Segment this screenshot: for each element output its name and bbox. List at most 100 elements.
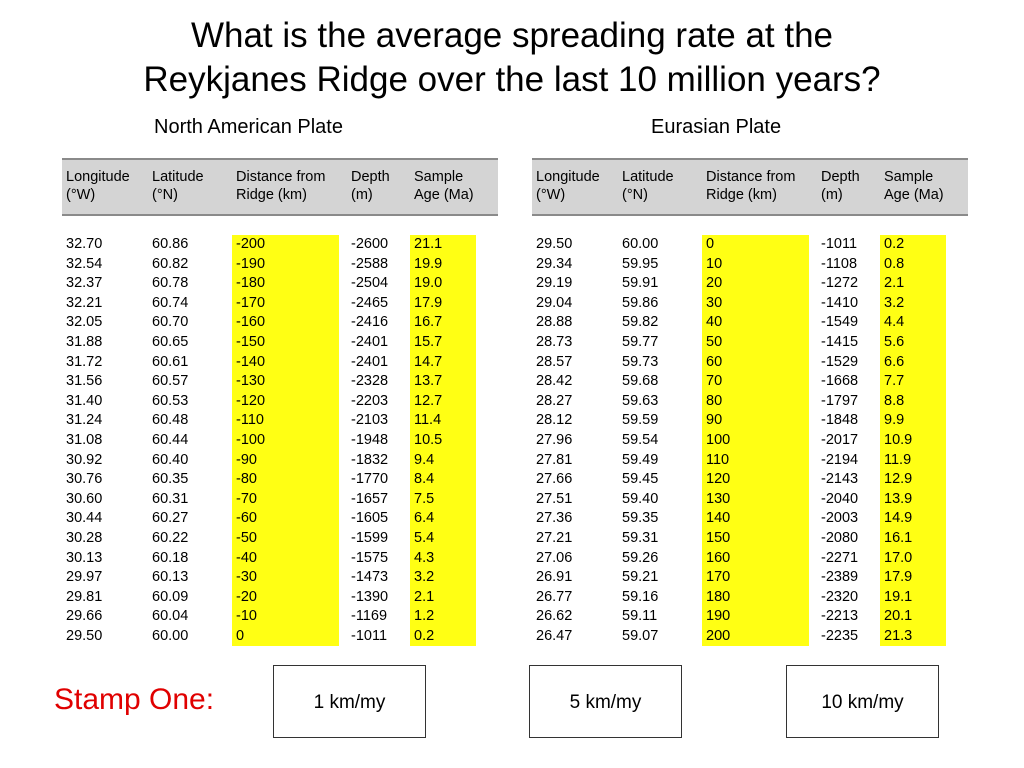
table-cell-depth: -1011: [821, 236, 858, 252]
table-cell-latitude: 60.31: [152, 490, 189, 507]
table-cell-depth: -1272: [821, 275, 859, 292]
column-cells-distance: -200 -190 -180 -170 -160 -150 -140 -130 -120 -110…: [232, 235, 339, 647]
table-cell-latitude: 59.54: [622, 431, 659, 448]
table-cell-age: 7.7: [884, 373, 905, 390]
table-cell-latitude: 59.45: [622, 471, 659, 488]
table-cell-age: 4.4: [884, 314, 905, 331]
stamp-option-10-km-per-my[interactable]: 10 km/my: [786, 665, 939, 738]
column-header-latitude: Latitude (°N): [622, 168, 674, 204]
table-cell-longitude: 28.42: [536, 373, 573, 390]
column-cells-depth: -1011 -1108 -1272 -1410 -1549 -1415 -1529 -1668…: [817, 235, 872, 646]
eurasian-plate-table: Longitude (°W) 29.50 29.34 29.19 29.04 28.88 28…: [532, 156, 968, 656]
table-cell-age: 12.7: [414, 392, 443, 409]
table-cell-longitude: 27.81: [536, 451, 573, 468]
table-cell-latitude: 59.31: [622, 529, 659, 546]
column-header-line: (°W): [66, 187, 96, 203]
table-cell-depth: -2017: [821, 431, 859, 448]
table-cell-distance: -150: [236, 333, 266, 350]
table-cell-distance: 180: [706, 588, 731, 605]
table-cell-latitude: 60.00: [622, 236, 659, 252]
table-cell-depth: -2235: [821, 627, 859, 644]
table-cell-distance: 200: [706, 627, 731, 644]
table-cell-latitude: 59.86: [622, 294, 659, 311]
table-cell-latitude: 60.65: [152, 333, 189, 350]
table-cell-distance: 160: [706, 549, 731, 566]
table-cell-age: 19.1: [884, 588, 913, 605]
table-cell-depth: -1657: [351, 490, 389, 507]
table-cell-latitude: 59.11: [622, 608, 658, 625]
column-cells-longitude: 32.70 32.54 32.37 32.21 32.05 31.88 31.72 31.56…: [62, 235, 140, 646]
table-cell-depth: -1390: [351, 588, 389, 605]
column-header-line: Ridge (km): [236, 187, 307, 203]
column-header-age: Sample Age (Ma): [884, 168, 944, 204]
table-cell-depth: -2465: [351, 294, 389, 311]
table-cell-distance: 10: [706, 255, 723, 272]
table-cell-depth: -2194: [821, 451, 859, 468]
column-cells-longitude: 29.50 29.34 29.19 29.04 28.88 28.73 28.57 28.42…: [532, 235, 610, 646]
stamp-option-5-km-per-my[interactable]: 5 km/my: [529, 665, 682, 738]
table-cell-longitude: 30.92: [66, 451, 103, 468]
table-cell-distance: -20: [236, 588, 257, 605]
table-cell-longitude: 29.19: [536, 275, 573, 292]
table-cell-longitude: 29.50: [66, 627, 103, 644]
table-header-band: [62, 160, 498, 214]
table-cell-latitude: 60.74: [152, 294, 189, 311]
table-cell-depth: -2203: [351, 392, 389, 409]
table-cell-latitude: 59.95: [622, 255, 659, 272]
table-cell-distance: -10: [236, 608, 257, 625]
table-cell-latitude: 60.82: [152, 255, 189, 272]
table-cell-age: 5.6: [884, 333, 905, 350]
column-header-line: (°N): [622, 187, 648, 203]
stamp-option-1-km-per-my[interactable]: 1 km/my: [273, 665, 426, 738]
table-cell-distance: -180: [236, 275, 266, 292]
column-header-distance: Distance from Ridge (km): [706, 168, 795, 204]
table-cell-latitude: 60.48: [152, 412, 189, 429]
column-header-line: (°N): [152, 187, 178, 203]
table-cell-latitude: 59.59: [622, 412, 659, 429]
column-header-depth: Depth (m): [351, 168, 390, 204]
table-cell-distance: 170: [706, 569, 731, 586]
table-cell-longitude: 26.77: [536, 588, 573, 605]
table-cell-age: 6.6: [884, 353, 905, 370]
plate-label-eurasian: Eurasian Plate: [651, 116, 782, 138]
table-cell-longitude: 28.27: [536, 392, 573, 409]
column-header-line: Longitude: [536, 169, 600, 185]
column-cells-depth: -2600 -2588 -2504 -2465 -2416 -2401 -2401 -2328…: [347, 235, 402, 646]
table-cell-depth: -1948: [351, 431, 389, 448]
column-header-depth: Depth (m): [821, 168, 860, 204]
column-header-distance: Distance from Ridge (km): [236, 168, 325, 204]
table-cell-longitude: 26.91: [536, 569, 573, 586]
table-cell-distance: 90: [706, 412, 723, 429]
table-cell-longitude: 26.47: [536, 627, 573, 644]
table-cell-depth: -2588: [351, 255, 389, 272]
table-cell-longitude: 28.12: [536, 412, 573, 429]
table-cell-distance: -50: [236, 529, 257, 546]
table-cell-age: 19.9: [414, 255, 443, 272]
column-header-line: Depth: [821, 169, 860, 185]
table-cell-depth: -1575: [351, 549, 389, 566]
table-cell-age: 7.5: [414, 490, 435, 507]
table-cell-age: 1.2: [414, 608, 435, 625]
table-cell-latitude: 60.44: [152, 431, 189, 448]
table-cell-depth: -2389: [821, 569, 859, 586]
column-header-line: Longitude: [66, 169, 130, 185]
table-cell-distance: 110: [706, 451, 730, 468]
table-cell-latitude: 60.13: [152, 569, 189, 586]
table-cell-longitude: 29.81: [66, 588, 103, 605]
column-header-age: Sample Age (Ma): [414, 168, 474, 204]
column-header-line: Depth: [351, 169, 390, 185]
column-header-line: (°W): [536, 187, 566, 203]
table-cell-distance: -170: [236, 294, 266, 311]
table-cell-depth: -1529: [821, 353, 859, 370]
table-cell-age: 0.8: [884, 255, 905, 272]
table-cell-distance: 80: [706, 392, 723, 409]
table-cell-depth: -2271: [821, 549, 859, 566]
header-top-rule: [532, 158, 968, 160]
table-cell-depth: -2328: [351, 373, 389, 390]
table-cell-depth: -1668: [821, 373, 859, 390]
table-cell-distance: -190: [236, 255, 266, 272]
table-cell-distance: 120: [706, 471, 731, 488]
table-cell-age: 17.0: [884, 549, 913, 566]
table-cell-distance: 40: [706, 314, 723, 331]
column-header-line: Sample: [414, 169, 464, 185]
